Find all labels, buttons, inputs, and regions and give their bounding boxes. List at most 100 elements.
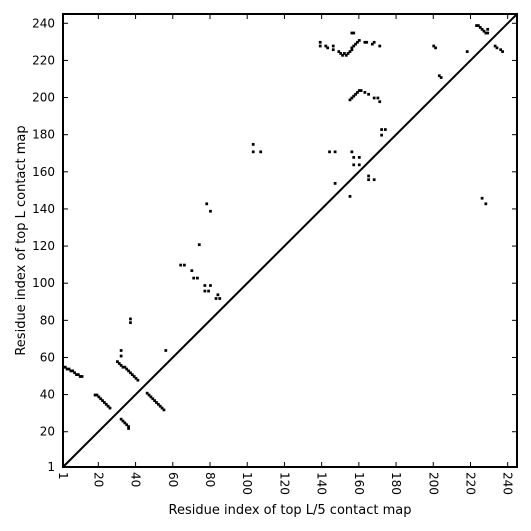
contact-point bbox=[101, 399, 104, 402]
contact-point bbox=[76, 373, 80, 376]
contact-point bbox=[493, 44, 497, 48]
x-axis-ticks: 1 20 40 60 80 100 120 140 160 180 200 220 240 bbox=[56, 14, 515, 495]
contact-point bbox=[372, 96, 376, 100]
contact-point bbox=[477, 24, 480, 27]
contact-point bbox=[127, 425, 130, 428]
contact-point bbox=[341, 53, 344, 57]
contact-point bbox=[119, 417, 123, 421]
y-tick-label: 180 bbox=[32, 128, 55, 142]
contact-point bbox=[348, 50, 352, 53]
contact-point bbox=[65, 367, 69, 371]
contact-point bbox=[465, 50, 469, 53]
contact-point bbox=[106, 404, 110, 408]
contact-point bbox=[378, 100, 382, 104]
contact-point bbox=[130, 373, 134, 376]
contact-point bbox=[123, 421, 127, 425]
contact-point bbox=[357, 156, 361, 159]
contact-point bbox=[348, 195, 352, 198]
contact-point bbox=[380, 128, 383, 131]
contact-point bbox=[480, 196, 484, 200]
contact-point bbox=[439, 76, 443, 79]
contact-point bbox=[326, 46, 330, 50]
contact-point bbox=[134, 376, 138, 380]
contact-point bbox=[119, 363, 123, 367]
contact-point bbox=[145, 391, 149, 395]
contact-point bbox=[162, 408, 166, 412]
contact-point bbox=[354, 92, 357, 96]
contact-point bbox=[432, 44, 436, 48]
contact-point bbox=[495, 46, 499, 50]
contact-point bbox=[370, 42, 374, 46]
contact-point bbox=[121, 419, 125, 423]
contact-point bbox=[251, 150, 255, 154]
contact-point bbox=[333, 182, 337, 185]
x-tick-label: 240 bbox=[501, 472, 515, 495]
contact-point bbox=[203, 289, 207, 293]
contact-point bbox=[484, 31, 488, 35]
contact-point bbox=[190, 269, 194, 273]
contact-point bbox=[97, 395, 101, 399]
contact-point bbox=[478, 26, 482, 29]
y-tick-label: 160 bbox=[32, 165, 55, 179]
contact-point bbox=[192, 276, 196, 280]
contact-point bbox=[357, 163, 361, 167]
contact-point bbox=[356, 40, 359, 44]
contact-point bbox=[153, 399, 156, 402]
contact-point bbox=[346, 52, 350, 55]
x-tick-label: 80 bbox=[203, 472, 217, 487]
contact-point bbox=[129, 321, 132, 325]
contact-point bbox=[123, 365, 127, 369]
contact-point bbox=[78, 375, 82, 378]
contact-point bbox=[125, 423, 129, 427]
contact-points bbox=[62, 24, 504, 430]
contact-point bbox=[117, 362, 121, 365]
contact-point bbox=[486, 31, 490, 35]
contact-point bbox=[183, 263, 186, 267]
contact-point bbox=[95, 393, 99, 397]
contact-point bbox=[151, 397, 155, 401]
contact-point bbox=[482, 29, 486, 33]
contact-point bbox=[352, 94, 356, 98]
contact-point bbox=[378, 44, 382, 48]
contact-point bbox=[80, 375, 84, 378]
contact-point bbox=[352, 163, 356, 167]
contact-point bbox=[343, 52, 346, 55]
x-tick-label: 20 bbox=[91, 472, 105, 487]
contact-point bbox=[196, 276, 199, 280]
contact-point bbox=[127, 369, 130, 373]
y-tick-label: 80 bbox=[40, 313, 55, 327]
contact-point bbox=[121, 365, 125, 369]
contact-point bbox=[156, 402, 160, 406]
contact-point bbox=[69, 369, 73, 373]
x-tick-label: 1 bbox=[56, 472, 70, 480]
contact-point bbox=[129, 317, 132, 321]
contact-point bbox=[339, 52, 343, 55]
contact-point bbox=[372, 178, 376, 182]
contact-point bbox=[164, 349, 168, 352]
contact-point bbox=[344, 53, 348, 57]
contact-point bbox=[218, 297, 222, 300]
contact-point bbox=[158, 404, 162, 408]
x-tick-label: 160 bbox=[352, 472, 366, 495]
contact-point bbox=[203, 284, 207, 287]
contact-point bbox=[160, 406, 164, 410]
plot-frame bbox=[62, 13, 518, 468]
contact-point bbox=[147, 393, 151, 397]
contact-point bbox=[434, 46, 437, 50]
x-tick-label: 40 bbox=[129, 472, 143, 487]
contact-point bbox=[259, 150, 263, 154]
contact-point bbox=[372, 40, 376, 44]
contact-point bbox=[155, 401, 158, 404]
contact-point bbox=[331, 48, 335, 52]
x-tick-label: 120 bbox=[277, 472, 291, 495]
contact-point bbox=[63, 365, 67, 369]
contact-point bbox=[71, 369, 75, 373]
contact-point bbox=[93, 393, 97, 397]
contact-point bbox=[337, 50, 341, 53]
y-tick-label: 200 bbox=[32, 91, 55, 105]
contact-point bbox=[475, 24, 478, 27]
contact-point bbox=[209, 284, 212, 287]
contact-point bbox=[357, 89, 361, 92]
contact-point bbox=[350, 48, 354, 52]
